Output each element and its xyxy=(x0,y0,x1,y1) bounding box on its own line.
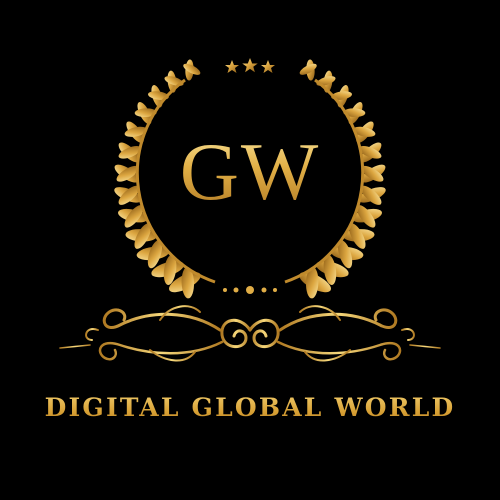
star-icon xyxy=(261,60,275,73)
laurel-leaf xyxy=(147,240,163,269)
monogram-text: GW xyxy=(0,122,500,222)
flourish-divider-icon xyxy=(59,305,441,362)
laurel-leaf xyxy=(361,165,384,182)
dot-ornament-icon xyxy=(223,286,277,294)
laurel-wreath-icon xyxy=(114,59,386,299)
laurel-leaf xyxy=(343,108,366,118)
laurel-leaf xyxy=(118,185,140,205)
brand-name: DIGITAL GLOBAL WORLD xyxy=(0,388,500,428)
laurel-leaf xyxy=(124,205,144,228)
laurel-leaf xyxy=(163,254,177,285)
laurel-leaf xyxy=(124,126,148,137)
laurel-leaf xyxy=(348,223,366,249)
laurel-leaf xyxy=(134,108,157,118)
laurel-leaf xyxy=(356,205,376,228)
laurel-leaf xyxy=(358,146,382,159)
laurel-leaf xyxy=(299,63,317,75)
laurel-leaf xyxy=(360,185,382,205)
laurel-leaf xyxy=(134,223,152,249)
laurel-leaf xyxy=(337,240,353,269)
star-icon-group xyxy=(225,58,275,73)
laurel-leaf xyxy=(323,254,337,285)
laurel-stem xyxy=(284,78,365,284)
laurel-leaf xyxy=(305,266,319,299)
laurel-leaf xyxy=(181,266,195,299)
laurel-leaf xyxy=(116,165,139,182)
laurel-stem xyxy=(135,78,216,284)
star-icon xyxy=(242,58,258,73)
laurel-leaf xyxy=(118,146,142,159)
laurel-leaf xyxy=(183,63,201,75)
laurel-leaf xyxy=(352,126,376,137)
star-icon xyxy=(225,60,239,73)
